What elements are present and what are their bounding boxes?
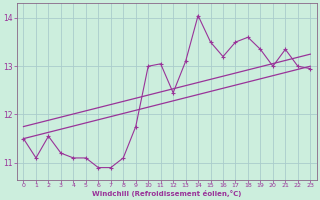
X-axis label: Windchill (Refroidissement éolien,°C): Windchill (Refroidissement éolien,°C) — [92, 190, 242, 197]
